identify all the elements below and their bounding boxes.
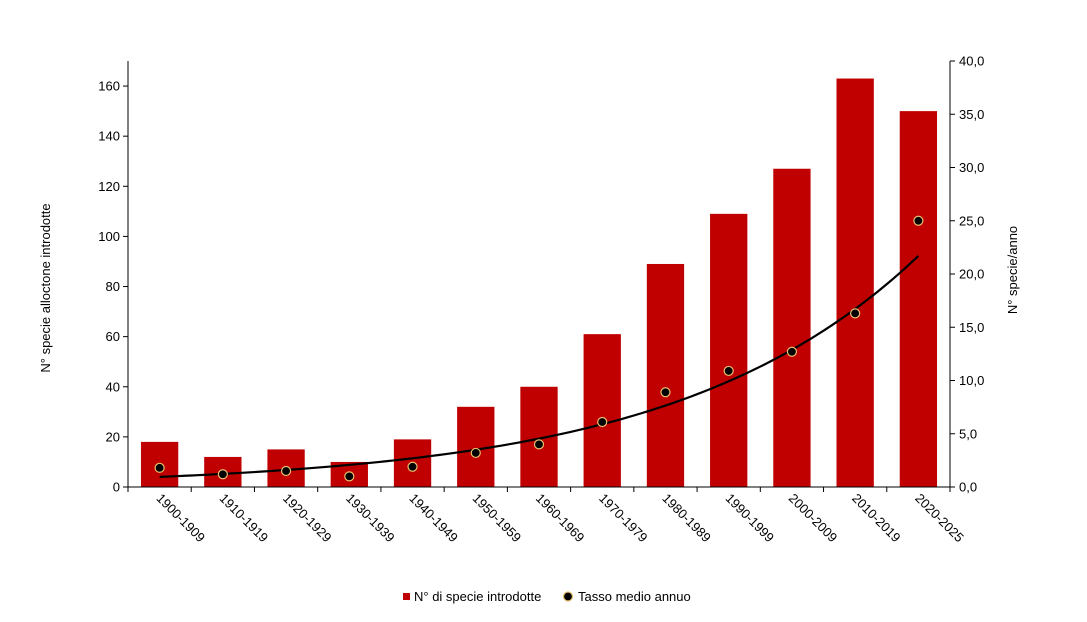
rate-point <box>850 308 861 319</box>
rate-point <box>786 346 798 357</box>
x-tick-label: 1910-1919 <box>217 491 272 546</box>
bar <box>646 263 685 487</box>
x-tick-label: 1940-1949 <box>406 491 461 546</box>
rate-point <box>470 447 481 459</box>
y-tick-label: 40 <box>106 379 120 394</box>
x-tick-label: 1990-1999 <box>723 491 778 546</box>
y-tick-label: 140 <box>98 129 120 144</box>
y2-tick-label: 10,0 <box>959 373 984 388</box>
y2-tick-label: 20,0 <box>959 267 984 282</box>
rate-point <box>344 471 355 482</box>
rate-point <box>597 416 608 428</box>
legend: N° di specie introdotte Tasso medio annu… <box>403 589 691 604</box>
bar <box>836 78 874 488</box>
bar <box>710 213 748 487</box>
y2-tick-label: 40,0 <box>959 54 984 69</box>
rate-point <box>723 365 734 377</box>
rate-point <box>913 215 924 226</box>
rate-point <box>217 469 228 480</box>
rate-point <box>660 387 671 398</box>
axes: 0 20 40 60 80 100 120 140 160 0,0 5,0 10,0 15,0 20,0 2… <box>98 54 984 495</box>
x-tick-label: 2000-2009 <box>786 491 841 546</box>
y2-tick-label: 25,0 <box>959 213 984 228</box>
x-tick-label: 1980-1989 <box>659 491 714 546</box>
y-axis-title: N° specie alloctone introdotte <box>38 203 53 372</box>
y-tick-label: 80 <box>106 279 120 294</box>
x-tick-label: 1920-1929 <box>280 491 335 546</box>
legend-dot-label: Tasso medio annuo <box>578 589 691 604</box>
x-tick-label: 1960-1969 <box>533 491 588 546</box>
x-tick-label: 1970-1979 <box>596 491 651 546</box>
bar <box>773 168 811 488</box>
y-tick-label: 20 <box>106 429 120 444</box>
rate-point <box>280 465 292 477</box>
bar <box>583 334 621 487</box>
y2-tick-label: 30,0 <box>959 160 984 175</box>
x-tick-label: 1930-1939 <box>343 491 398 546</box>
x-tick-label: 2010-2019 <box>849 491 904 546</box>
y2-axis-title: N° specie/anno <box>1005 226 1020 314</box>
legend-bar-label: N° di specie introdotte <box>414 589 541 604</box>
y2-tick-label: 5,0 <box>959 426 977 441</box>
legend-bar-swatch <box>403 593 410 600</box>
rate-point <box>407 461 418 472</box>
legend-dot-swatch <box>562 591 574 602</box>
y-tick-label: 100 <box>98 229 120 244</box>
x-tick-labels: 1900-1909 1910-1919 1920-1929 1930-1939 1940… <box>153 491 966 546</box>
x-tick-label: 2020-2025 <box>912 491 967 546</box>
y-tick-label: 0 <box>113 480 120 495</box>
rate-series <box>154 215 924 482</box>
bar-series <box>140 78 938 488</box>
y2-tick-label: 15,0 <box>959 320 984 335</box>
x-tick-label: 1950-1959 <box>470 491 525 546</box>
rate-point <box>533 439 545 450</box>
y-tick-label: 160 <box>98 79 120 94</box>
y2-tick-label: 35,0 <box>959 107 984 122</box>
y2-tick-label: 0,0 <box>959 480 977 495</box>
bar <box>899 111 938 487</box>
y-tick-label: 120 <box>98 179 120 194</box>
rate-point <box>154 462 165 473</box>
y-tick-label: 60 <box>106 329 120 344</box>
x-tick-label: 1900-1909 <box>153 491 208 546</box>
